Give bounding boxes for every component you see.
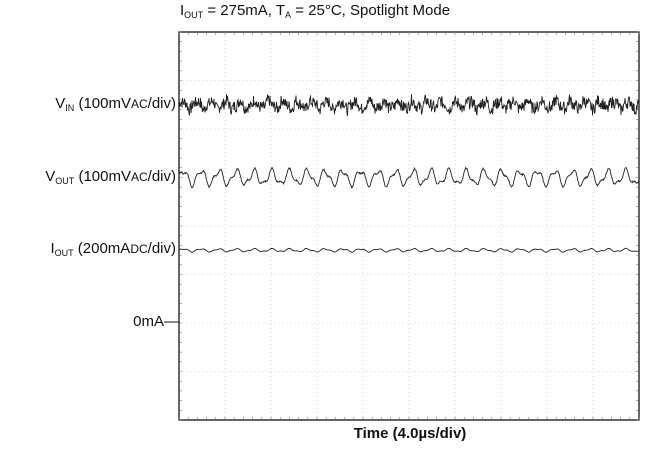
series-label-vin: VIN (100mVAC/div) [55,94,176,113]
chart-title: IOUT = 275mA, TA = 25°C, Spotlight Mode [180,2,451,20]
series-label-vout: VOUT (100mVAC/div) [45,167,176,186]
series-label-iout: IOUT (200mADC/div) [50,240,176,259]
x-axis-label: Time (4.0µs/div) [353,425,467,442]
trace-vout [178,166,640,189]
trace-vin [178,93,640,116]
trace-iout [178,247,640,253]
zero-marker-label: 0mA— [133,313,179,330]
